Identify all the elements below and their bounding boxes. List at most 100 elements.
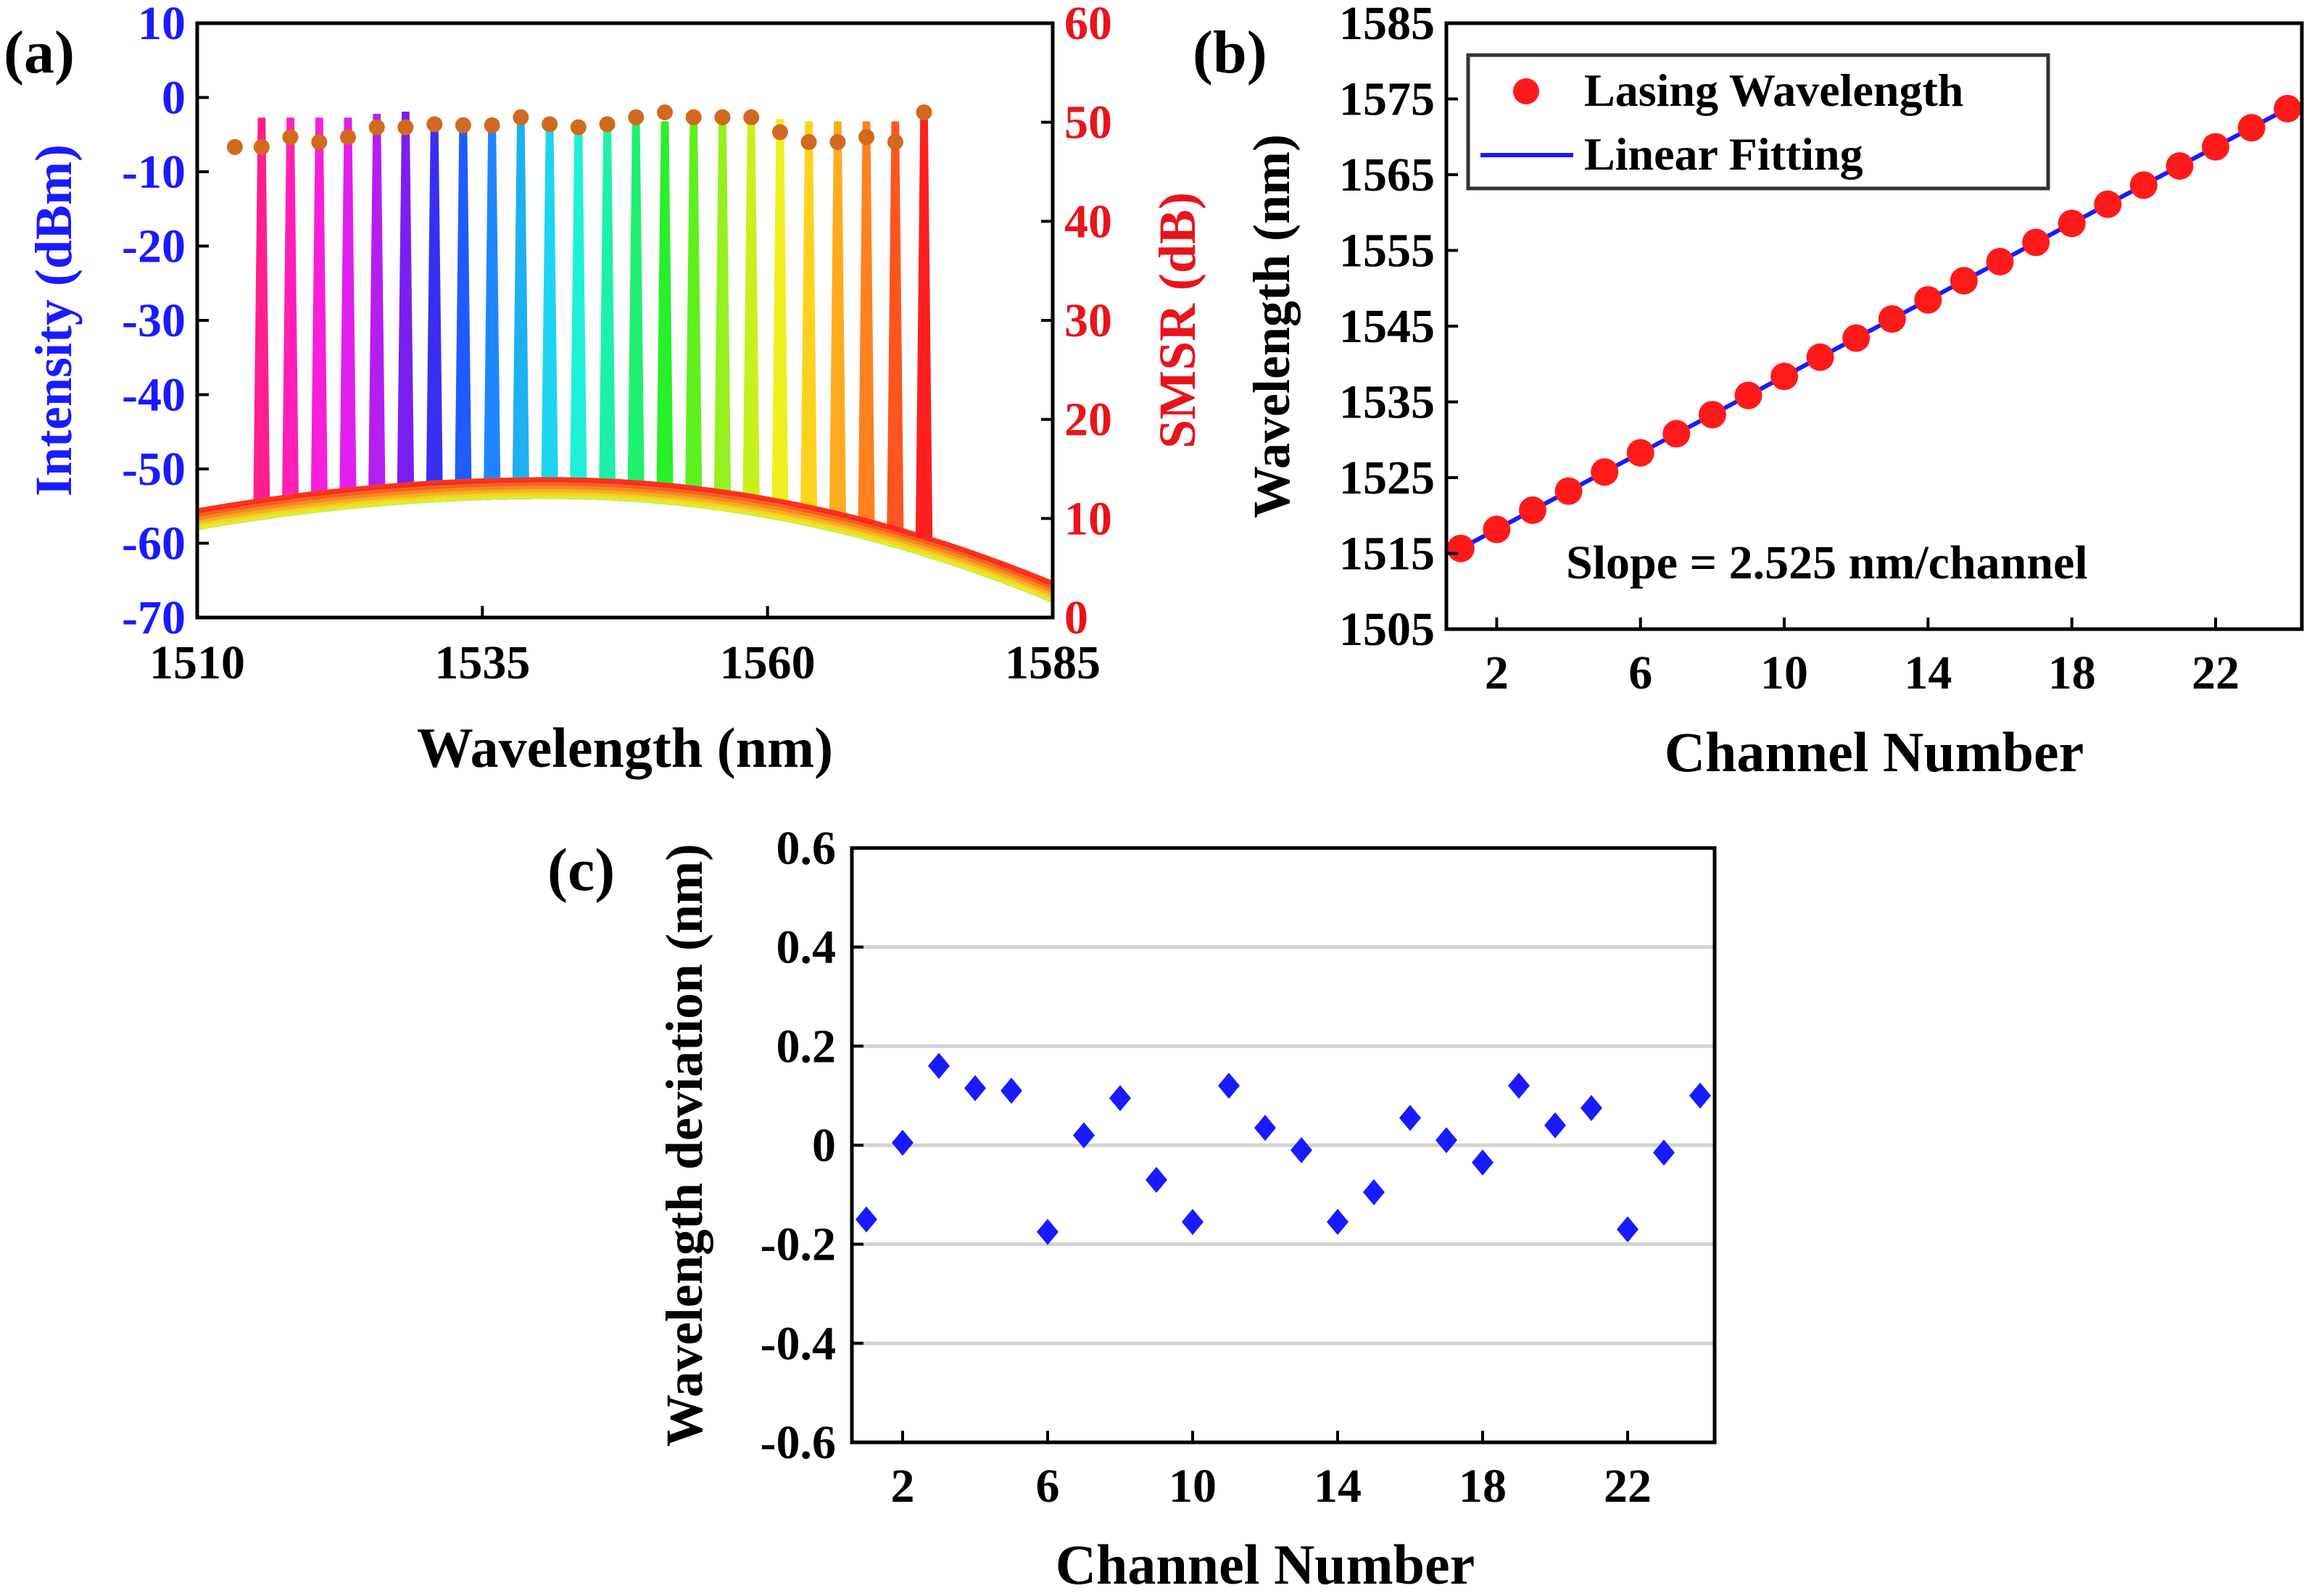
- b-y-tick-label: 1545: [1339, 300, 1435, 353]
- b-legend-box: [1466, 53, 2050, 191]
- b-x-tick-label: 2: [1485, 647, 1509, 699]
- a-smsr-point: [685, 109, 702, 125]
- a-peak-line: [656, 121, 674, 496]
- b-point: [1770, 362, 1799, 391]
- c-x-ticks: 2 6 10 14 18 22: [891, 1431, 1652, 1513]
- c-x-tick-label: 2: [891, 1460, 915, 1513]
- a-smsr-point: [513, 109, 529, 125]
- b-legend: Lasing Wavelength Linear Fitting: [1466, 53, 2050, 191]
- a-smsr-point: [542, 116, 558, 133]
- c-point: [1580, 1094, 1602, 1121]
- b-y-tick-label: 1505: [1339, 603, 1435, 656]
- b-x-tick-label: 14: [1904, 647, 1952, 699]
- b-y-tick-label: 1555: [1339, 225, 1435, 278]
- c-y-tick-label: -0.6: [761, 1416, 836, 1469]
- c-y-tick-label: -0.4: [761, 1317, 836, 1370]
- c-point: [1327, 1208, 1348, 1235]
- b-point: [2094, 190, 2122, 218]
- a-smsr-point: [397, 119, 414, 136]
- a-peak-line: [887, 121, 904, 533]
- c-y-tick-label: -0.2: [761, 1218, 836, 1271]
- c-point: [1182, 1208, 1204, 1235]
- a-smsr-point: [772, 124, 788, 141]
- a-x-tick-label: 1535: [434, 636, 530, 689]
- c-point: [1218, 1073, 1240, 1099]
- b-point: [1950, 267, 1978, 295]
- a-peak-line: [512, 121, 529, 487]
- a-peak-line: [310, 117, 328, 504]
- b-x-tick-label: 10: [1760, 647, 1808, 699]
- c-x-tick-label: 10: [1169, 1460, 1217, 1513]
- c-point: [1000, 1077, 1022, 1104]
- a-peak-line: [339, 117, 357, 497]
- a-left-tick-label: 0: [162, 72, 186, 125]
- b-point: [1519, 496, 1546, 524]
- a-left-tick-label: -20: [122, 220, 186, 273]
- b-point: [2166, 152, 2194, 180]
- b-point: [1806, 343, 1834, 371]
- a-smsr-point: [743, 109, 760, 125]
- b-legend-entry-lasing: Lasing Wavelength: [1584, 65, 1963, 116]
- a-smsr-point: [800, 134, 817, 150]
- b-point: [2058, 209, 2086, 238]
- a-smsr-point: [253, 138, 270, 155]
- a-x-tick-label: 1510: [149, 636, 245, 689]
- b-x-tick-label: 6: [1628, 647, 1652, 699]
- a-peak-line: [627, 121, 645, 496]
- panel-a: (a) 1510 1535 1560 1585 10 0 -10 -20 -30 -40 -50 -…: [4, 0, 1206, 779]
- a-peak-line: [685, 121, 703, 495]
- b-point: [1842, 324, 1870, 352]
- b-point: [1698, 401, 1726, 429]
- a-peak-line: [368, 114, 386, 491]
- a-peak-line: [397, 112, 415, 486]
- c-point: [1290, 1136, 1312, 1163]
- b-x-ticks: 2 6 10 14 18 22: [1485, 618, 2240, 699]
- c-point: [1073, 1122, 1095, 1149]
- a-smsr-point: [916, 104, 932, 120]
- b-legend-entry-fit: Linear Fitting: [1584, 128, 1863, 180]
- b-point: [1554, 477, 1583, 505]
- c-point: [1146, 1166, 1167, 1193]
- a-peak-line: [455, 119, 472, 496]
- a-smsr-point: [628, 109, 645, 125]
- a-smsr-point: [282, 129, 299, 146]
- a-right-tick-label: 10: [1064, 492, 1112, 545]
- a-right-tick-label: 30: [1064, 294, 1112, 347]
- c-point: [1472, 1149, 1494, 1176]
- b-y-tick-label: 1565: [1339, 149, 1435, 201]
- b-y-tick-label: 1585: [1339, 0, 1435, 50]
- b-point: [1591, 458, 1619, 486]
- b-y-axis-label: Wavelength (nm): [1243, 134, 1301, 518]
- a-left-tick-label: -50: [122, 443, 186, 496]
- b-point: [2202, 133, 2229, 161]
- a-peak-line: [800, 121, 818, 521]
- b-point: [1914, 286, 1942, 314]
- c-point: [928, 1052, 950, 1079]
- c-y-axis-label: Wavelength deviation (nm): [655, 844, 713, 1447]
- a-smsr-point: [570, 119, 587, 136]
- panel-b: (b) 2 6 10 14 18 22 1505151515251535154515551…: [1193, 0, 2304, 784]
- a-smsr-markers: [226, 104, 932, 155]
- c-y-tick-label: 0.2: [776, 1020, 837, 1073]
- b-point: [1734, 381, 1762, 410]
- a-baseline-curve: [196, 494, 1054, 603]
- a-left-tick-label: -40: [122, 369, 186, 422]
- b-y-tick-label: 1515: [1339, 528, 1435, 581]
- c-point: [1436, 1127, 1457, 1154]
- a-smsr-point: [484, 117, 500, 133]
- panel-c: (c) 2 6 10 14 18 22 0.6 0.4 0.2 0 -0.2 -0.4 -0.6 Ch…: [547, 822, 1717, 1596]
- a-smsr-point: [714, 109, 731, 125]
- a-x-tick-label: 1585: [1005, 636, 1101, 689]
- b-point: [2022, 228, 2050, 257]
- a-x-tick-label: 1560: [720, 636, 816, 689]
- b-y-tick-label: 1535: [1339, 376, 1435, 429]
- a-right-ticks: 60 50 40 30 20 10 0: [1041, 0, 1112, 644]
- c-x-tick-label: 6: [1036, 1460, 1060, 1513]
- a-peak-line: [713, 121, 732, 496]
- b-point: [1483, 515, 1511, 544]
- a-right-tick-label: 50: [1064, 96, 1112, 149]
- a-smsr-point: [887, 134, 903, 150]
- a-left-tick-label: 10: [138, 0, 186, 50]
- a-peak-line: [829, 121, 847, 524]
- b-point: [1878, 305, 1906, 333]
